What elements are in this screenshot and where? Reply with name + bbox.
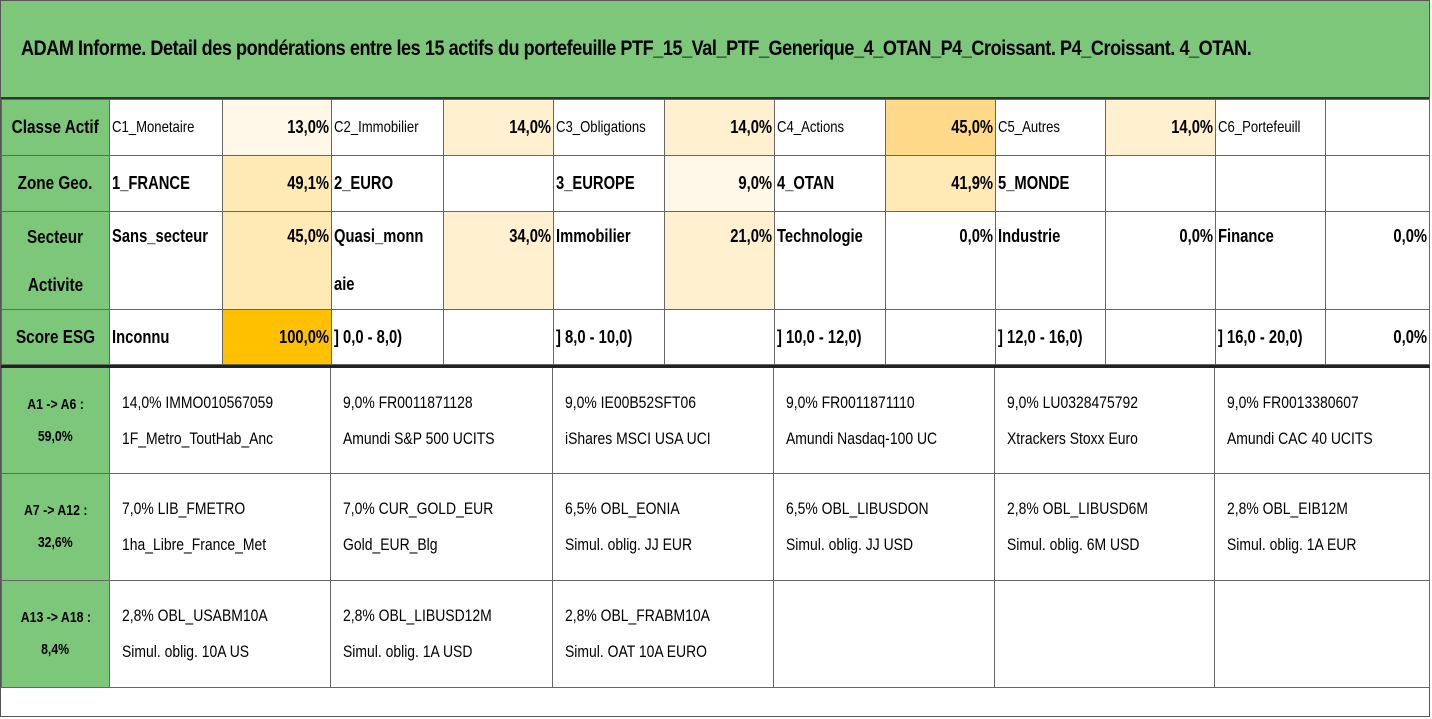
cell-name[interactable]: ] 8,0 - 10,0) [553, 309, 665, 365]
asset-group-row: A1 -> A6 : 59,0% 14,0% IMMO010567059 1F_M… [1, 366, 1430, 474]
cell-name[interactable]: C1_Monetaire [109, 99, 223, 156]
asset-cell[interactable]: 2,8% OBL_LIBUSD6M Simul. oblig. 6M USD [994, 473, 1215, 581]
cell-name[interactable]: C2_Immobilier [331, 99, 444, 156]
cell-name[interactable]: ] 16,0 - 20,0) [1215, 309, 1326, 365]
report-title-bar: ADAM Informe. Detail des pondérations en… [1, 1, 1429, 99]
row-score-esg: Score ESG Inconnu 100,0% ] 0,0 - 8,0) ] … [1, 309, 1430, 365]
cell-pct[interactable]: 34,0% [443, 211, 554, 310]
cell-name[interactable]: Quasi_monn aie [331, 211, 444, 310]
cell-name[interactable]: 3_EUROPE [553, 155, 665, 212]
cell-pct[interactable] [443, 155, 554, 212]
cell-pct[interactable]: 9,0% [664, 155, 775, 212]
summary-table: Classe Actif C1_Monetaire 13,0% C2_Immob… [1, 99, 1430, 365]
cell-name[interactable]: Industrie [995, 211, 1106, 310]
asset-cell[interactable]: 2,8% OBL_USABM10A Simul. oblig. 10A US [109, 580, 331, 688]
row-classe-actif: Classe Actif C1_Monetaire 13,0% C2_Immob… [1, 99, 1430, 156]
cell-pct[interactable]: 14,0% [664, 99, 775, 156]
asset-cell[interactable]: 2,8% OBL_LIBUSD12M Simul. oblig. 1A USD [330, 580, 553, 688]
cell-pct[interactable]: 14,0% [443, 99, 554, 156]
cell-pct[interactable] [664, 309, 775, 365]
cell-name[interactable]: Finance [1215, 211, 1326, 310]
row-label: Score ESG [1, 309, 110, 365]
asset-cell[interactable]: 14,0% IMMO010567059 1F_Metro_ToutHab_Anc [109, 366, 331, 474]
row-secteur-activite: Secteur Activite Sans_secteur 45,0% Quas… [1, 211, 1430, 310]
asset-cell[interactable]: 9,0% FR0011871110 Amundi Nasdaq-100 UC [773, 366, 995, 474]
cell-pct[interactable]: 100,0% [222, 309, 332, 365]
asset-cell[interactable]: 7,0% CUR_GOLD_EUR Gold_EUR_Blg [330, 473, 553, 581]
cell-pct[interactable] [443, 309, 554, 365]
cell-name[interactable]: ] 0,0 - 8,0) [331, 309, 444, 365]
cell-name[interactable]: C3_Obligations [553, 99, 665, 156]
asset-cell[interactable]: 9,0% IE00B52SFT06 iShares MSCI USA UCI [552, 366, 774, 474]
assets-table: A1 -> A6 : 59,0% 14,0% IMMO010567059 1F_M… [1, 365, 1430, 688]
cell-name[interactable]: ] 10,0 - 12,0) [774, 309, 886, 365]
cell-name[interactable]: C5_Autres [995, 99, 1106, 156]
asset-cell[interactable]: 2,8% OBL_EIB12M Simul. oblig. 1A EUR [1214, 473, 1430, 581]
asset-group-label: A13 -> A18 : 8,4% [1, 580, 110, 688]
cell-name[interactable] [1215, 155, 1326, 212]
cell-pct[interactable]: 14,0% [1105, 99, 1216, 156]
asset-cell[interactable]: 2,8% OBL_FRABM10A Simul. OAT 10A EURO [552, 580, 774, 688]
cell-name[interactable]: Inconnu [109, 309, 223, 365]
asset-cell[interactable]: 9,0% FR0013380607 Amundi CAC 40 UCITS [1214, 366, 1430, 474]
asset-cell[interactable]: 7,0% LIB_FMETRO 1ha_Libre_France_Met [109, 473, 331, 581]
report-title: ADAM Informe. Detail des pondérations en… [21, 37, 1252, 60]
row-zone-geo: Zone Geo. 1_FRANCE 49,1% 2_EURO 3_EUROPE… [1, 155, 1430, 212]
asset-cell[interactable]: 9,0% FR0011871128 Amundi S&P 500 UCITS [330, 366, 553, 474]
cell-name[interactable]: Sans_secteur [109, 211, 223, 310]
asset-cell[interactable] [773, 580, 995, 688]
asset-group-row: A13 -> A18 : 8,4% 2,8% OBL_USABM10A Simul… [1, 580, 1430, 688]
cell-name[interactable]: Immobilier [553, 211, 665, 310]
cell-name[interactable]: 4_OTAN [774, 155, 886, 212]
cell-name[interactable]: C4_Actions [774, 99, 886, 156]
cell-name[interactable]: C6_Portefeuill [1215, 99, 1326, 156]
cell-pct[interactable]: 21,0% [664, 211, 775, 310]
cell-name[interactable]: ] 12,0 - 16,0) [995, 309, 1106, 365]
cell-pct[interactable] [1105, 155, 1216, 212]
asset-cell[interactable]: 9,0% LU0328475792 Xtrackers Stoxx Euro [994, 366, 1215, 474]
cell-pct[interactable]: 0,0% [885, 211, 996, 310]
asset-group-label: A1 -> A6 : 59,0% [1, 366, 110, 474]
cell-pct[interactable]: 13,0% [222, 99, 332, 156]
asset-cell[interactable] [1214, 580, 1430, 688]
asset-cell[interactable] [994, 580, 1215, 688]
asset-group-label: A7 -> A12 : 32,6% [1, 473, 110, 581]
cell-pct[interactable]: 41,9% [885, 155, 996, 212]
cell-pct[interactable]: 0,0% [1105, 211, 1216, 310]
cell-pct[interactable]: 0,0% [1325, 309, 1430, 365]
cell-name[interactable]: 2_EURO [331, 155, 444, 212]
cell-pct[interactable]: 0,0% [1325, 211, 1430, 310]
cell-pct[interactable] [1325, 99, 1430, 156]
row-label: Secteur Activite [1, 211, 110, 310]
cell-pct[interactable] [1105, 309, 1216, 365]
cell-name[interactable]: 1_FRANCE [109, 155, 223, 212]
asset-group-row: A7 -> A12 : 32,6% 7,0% LIB_FMETRO 1ha_Lib… [1, 473, 1430, 581]
cell-pct[interactable] [1325, 155, 1430, 212]
row-label: Classe Actif [1, 99, 110, 156]
cell-pct[interactable]: 49,1% [222, 155, 332, 212]
cell-name[interactable]: Technologie [774, 211, 886, 310]
asset-cell[interactable]: 6,5% OBL_LIBUSDON Simul. oblig. JJ USD [773, 473, 995, 581]
cell-name[interactable]: 5_MONDE [995, 155, 1106, 212]
cell-pct[interactable] [885, 309, 996, 365]
row-label: Zone Geo. [1, 155, 110, 212]
asset-cell[interactable]: 6,5% OBL_EONIA Simul. oblig. JJ EUR [552, 473, 774, 581]
cell-pct[interactable]: 45,0% [885, 99, 996, 156]
cell-pct[interactable]: 45,0% [222, 211, 332, 310]
